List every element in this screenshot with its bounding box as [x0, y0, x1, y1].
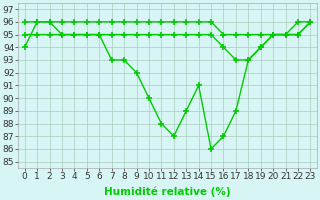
- X-axis label: Humidité relative (%): Humidité relative (%): [104, 187, 231, 197]
